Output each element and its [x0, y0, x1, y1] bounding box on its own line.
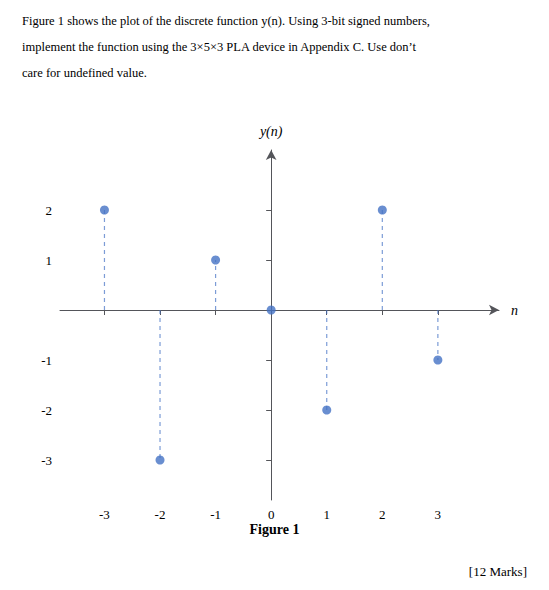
svg-text:1: 1: [46, 253, 53, 268]
svg-text:3: 3: [435, 507, 442, 522]
svg-text:care for undefined value.: care for undefined value.: [22, 66, 147, 80]
svg-text:-1: -1: [41, 353, 52, 368]
svg-text:0: 0: [268, 507, 275, 522]
svg-text:y(n): y(n): [258, 124, 283, 140]
svg-text:-3: -3: [99, 507, 110, 522]
svg-text:2: 2: [46, 203, 53, 218]
svg-text:Figure 1: Figure 1: [250, 522, 300, 537]
svg-text:implement the function using t: implement the function using the 3×5×3 P…: [22, 40, 417, 54]
svg-text:2: 2: [379, 507, 386, 522]
svg-text:n: n: [511, 303, 518, 318]
svg-text:[12 Marks]: [12 Marks]: [469, 564, 527, 579]
svg-text:Figure 1 shows the plot of the: Figure 1 shows the plot of the discrete …: [22, 14, 430, 28]
svg-text:-3: -3: [41, 453, 52, 468]
svg-text:1: 1: [323, 507, 330, 522]
svg-text:-1: -1: [210, 507, 221, 522]
svg-text:-2: -2: [155, 507, 166, 522]
svg-text:-2: -2: [41, 403, 52, 418]
